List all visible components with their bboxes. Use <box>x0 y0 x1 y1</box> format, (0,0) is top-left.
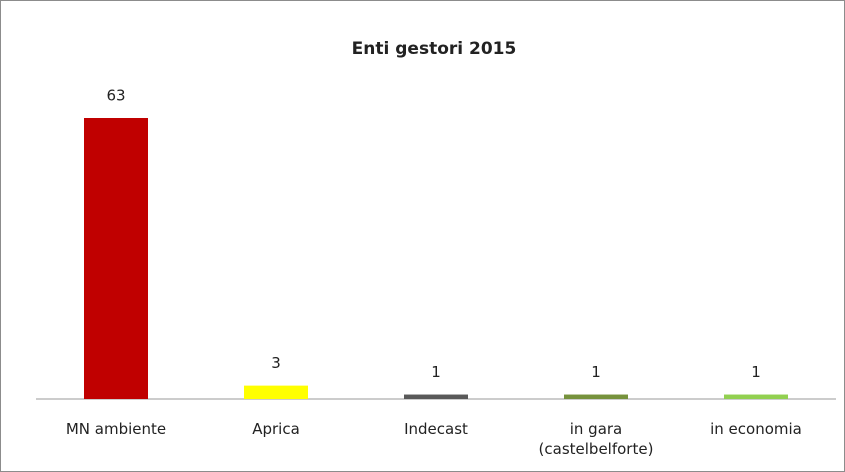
x-tick-label: Aprica <box>252 420 300 438</box>
value-label: 3 <box>271 354 281 372</box>
bar <box>404 394 468 399</box>
x-tick-label: MN ambiente <box>65 420 167 438</box>
value-label: 1 <box>751 363 761 381</box>
bar <box>724 394 788 399</box>
chart-title: Enti gestori 2015 <box>352 39 517 59</box>
value-label: 1 <box>591 363 601 381</box>
bar <box>564 394 628 399</box>
value-label: 63 <box>106 87 125 105</box>
x-tick-label: Indecast <box>404 420 468 438</box>
x-tick-label: in gara (castelbelforte) <box>538 420 654 458</box>
x-tick-label: in economia <box>710 420 802 438</box>
bar <box>244 385 308 399</box>
value-label: 1 <box>431 363 441 381</box>
bar <box>84 118 148 399</box>
